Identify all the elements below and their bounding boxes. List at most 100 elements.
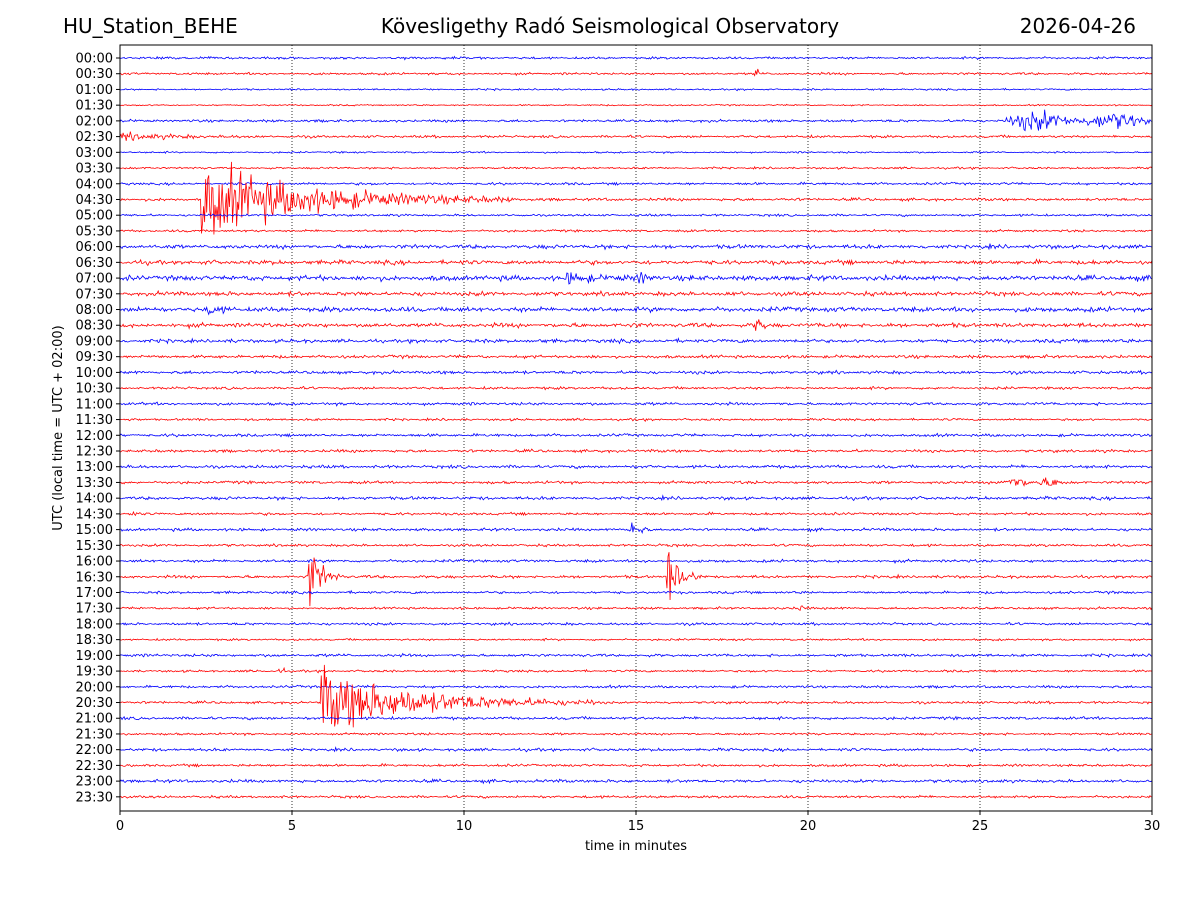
y-tick-label: 16:00 [76, 555, 113, 570]
trace-0930 [119, 353, 1153, 360]
plot-area [120, 45, 1152, 811]
trace-0300 [119, 150, 1153, 155]
y-tick-label: 20:30 [76, 696, 113, 711]
y-tick-label: 07:30 [76, 287, 113, 302]
trace-1630 [119, 552, 1153, 607]
y-tick-label: 22:00 [76, 743, 113, 758]
y-tick-label: 03:30 [76, 162, 113, 177]
x-axis-label: time in minutes [585, 839, 687, 854]
trace-1800 [119, 621, 1153, 627]
trace-2300 [119, 778, 1153, 785]
y-tick-label: 00:00 [76, 52, 113, 67]
trace-1100 [120, 401, 1153, 407]
y-tick-label: 02:00 [76, 114, 113, 129]
y-tick-label: 21:30 [76, 727, 113, 742]
y-tick-label: 12:30 [76, 445, 113, 460]
page-title: Kövesligethy Radó Seismological Observat… [380, 14, 840, 38]
y-tick-label: 04:00 [76, 177, 113, 192]
trace-0630 [119, 258, 1153, 267]
y-tick-label: 09:30 [76, 350, 113, 365]
y-tick-label: 17:30 [76, 602, 113, 617]
trace-0800 [119, 305, 1153, 316]
trace-2200 [119, 746, 1153, 753]
x-tick-label: 5 [288, 819, 296, 834]
y-tick-label: 13:00 [76, 460, 113, 475]
y-tick-label: 02:30 [76, 130, 113, 145]
trace-1830 [119, 637, 1153, 642]
y-tick-label: 14:00 [76, 492, 113, 507]
trace-1000 [119, 369, 1153, 376]
y-tick-label: 13:30 [76, 476, 113, 491]
trace-0500 [119, 213, 1153, 218]
trace-0030 [119, 68, 1153, 77]
trace-1400 [119, 494, 1153, 502]
y-tick-label: 16:30 [76, 570, 113, 585]
x-tick-label: 15 [628, 819, 645, 834]
y-tick-label: 14:30 [76, 507, 113, 522]
trace-0200 [119, 109, 1153, 132]
trace-1600 [119, 558, 1153, 565]
trace-0900 [119, 337, 1153, 345]
y-tick-label: 06:30 [76, 256, 113, 271]
x-tick-label: 30 [1144, 819, 1161, 834]
y-tick-label: 17:00 [76, 586, 113, 601]
y-tick-label: 11:30 [76, 413, 113, 428]
trace-0530 [119, 228, 1153, 234]
trace-1030 [119, 385, 1153, 391]
y-tick-label: 23:00 [76, 775, 113, 790]
y-axis-label: UTC (local time = UTC + 02:00) [51, 325, 66, 530]
y-tick-label: 11:00 [76, 397, 113, 412]
trace-0400 [119, 181, 1153, 186]
trace-0600 [119, 243, 1153, 251]
trace-2130 [119, 731, 1153, 737]
y-tick-label: 10:30 [76, 382, 113, 397]
trace-1930 [119, 666, 1153, 674]
trace-1700 [119, 589, 1153, 596]
trace-2030 [119, 664, 1153, 728]
trace-0230 [119, 131, 1153, 142]
y-tick-label: 21:00 [76, 712, 113, 727]
y-tick-label: 08:00 [76, 303, 113, 318]
date-label: 2026-04-26 [1019, 14, 1136, 38]
trace-2230 [119, 762, 1153, 768]
y-tick-label: 08:30 [76, 319, 113, 334]
y-tick-label: 18:30 [76, 633, 113, 648]
trace-2000 [119, 684, 1153, 690]
y-tick-label: 19:30 [76, 665, 113, 680]
trace-2100 [119, 715, 1153, 721]
y-tick-label: 03:00 [76, 146, 113, 161]
trace-0730 [119, 289, 1153, 298]
trace-0700 [119, 272, 1153, 285]
trace-1430 [119, 510, 1153, 517]
y-tick-label: 10:00 [76, 366, 113, 381]
trace-1730 [119, 605, 1153, 612]
y-tick-label: 18:00 [76, 617, 113, 632]
y-tick-label: 01:00 [76, 83, 113, 98]
station-name: HU_Station_BEHE [63, 14, 238, 38]
y-tick-label: 05:00 [76, 209, 113, 224]
trace-1330 [119, 477, 1153, 487]
y-tick-label: 01:30 [76, 99, 113, 114]
trace-1500 [119, 522, 1153, 534]
trace-1900 [119, 652, 1153, 659]
y-tick-label: 07:00 [76, 272, 113, 287]
y-tick-label: 09:00 [76, 334, 113, 349]
x-tick-label: 0 [116, 819, 124, 834]
trace-1200 [119, 432, 1153, 438]
y-tick-label: 19:00 [76, 649, 113, 664]
trace-0100 [119, 87, 1153, 92]
y-tick-label: 23:30 [76, 790, 113, 805]
x-tick-label: 10 [456, 819, 473, 834]
y-tick-label: 05:30 [76, 224, 113, 239]
trace-0430 [119, 161, 1152, 235]
y-tick-label: 12:00 [76, 429, 113, 444]
traces [119, 55, 1153, 800]
trace-0830 [119, 319, 1153, 331]
y-axis: 00:0000:3001:0001:3002:0002:3003:0003:30… [76, 52, 120, 805]
trace-2330 [119, 794, 1153, 800]
trace-1300 [119, 463, 1153, 470]
y-tick-label: 15:30 [76, 539, 113, 554]
x-axis: 0 5 10 15 20 25 30 [116, 811, 1160, 834]
trace-1130 [119, 417, 1153, 422]
